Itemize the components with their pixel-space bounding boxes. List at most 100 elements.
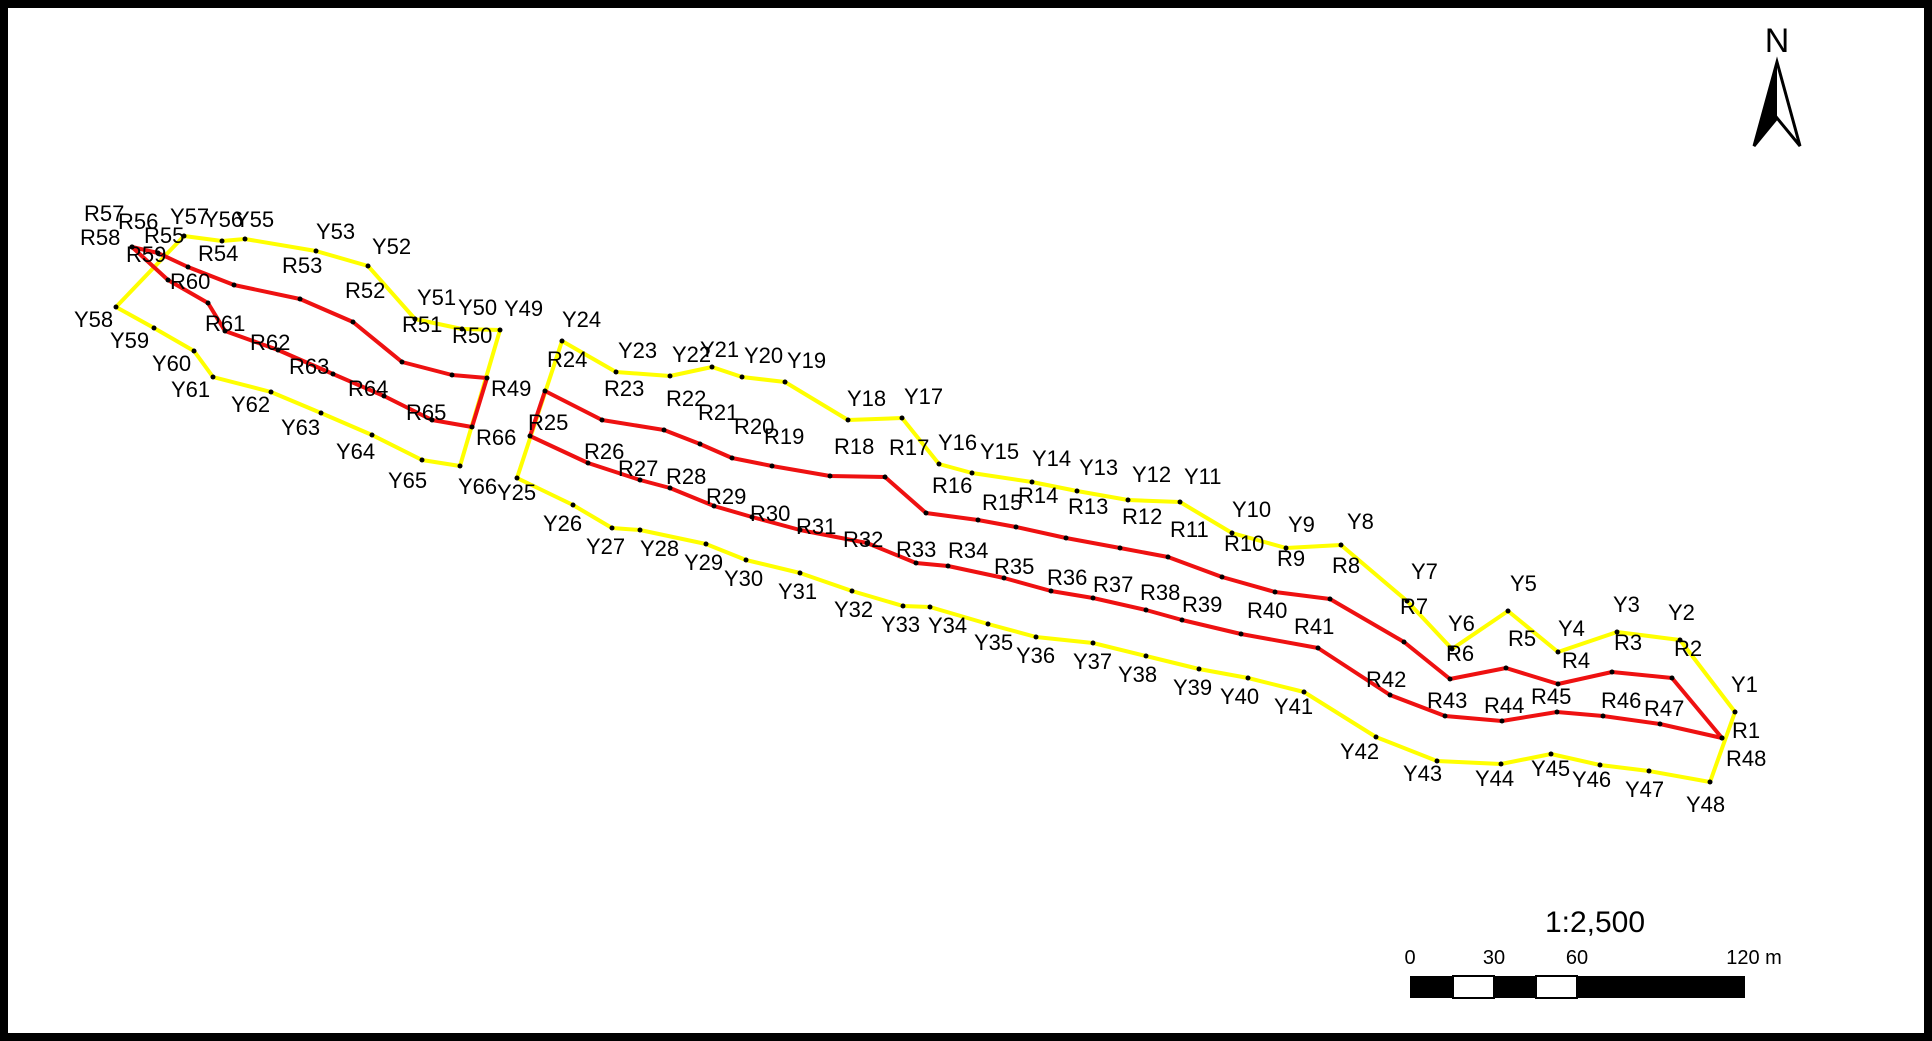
yellow-point-y6 xyxy=(1449,646,1455,652)
yellow-label-y48: Y48 xyxy=(1686,792,1725,817)
red-point-r60 xyxy=(205,300,211,306)
red-point-r14 xyxy=(1013,524,1019,530)
yellow-label-y51: Y51 xyxy=(417,285,456,310)
red-point-r36 xyxy=(1048,588,1054,594)
red-point-r64 xyxy=(381,393,387,399)
yellow-point-y59 xyxy=(151,325,157,331)
red-point-r19 xyxy=(769,463,775,469)
red-point-r9 xyxy=(1272,589,1278,595)
red-point-r47 xyxy=(1657,721,1663,727)
yellow-point-y16 xyxy=(936,461,942,467)
red-label-r45: R45 xyxy=(1531,684,1571,709)
yellow-point-y64 xyxy=(369,432,375,438)
yellow-point-y26 xyxy=(570,502,576,508)
red-point-r11 xyxy=(1165,554,1171,560)
yellow-point-y49 xyxy=(497,327,503,333)
yellow-label-y16: Y16 xyxy=(938,430,977,455)
yellow-point-y51 xyxy=(412,316,418,322)
red-label-r31: R31 xyxy=(796,514,836,539)
yellow-point-y22 xyxy=(667,373,673,379)
yellow-label-y38: Y38 xyxy=(1118,662,1157,687)
yellow-label-y33: Y33 xyxy=(881,612,920,637)
yellow-label-y9: Y9 xyxy=(1288,512,1315,537)
yellow-point-y10 xyxy=(1229,530,1235,536)
yellow-point-y34 xyxy=(927,604,933,610)
yellow-point-y18 xyxy=(845,417,851,423)
scale-tick-0: 0 xyxy=(1404,947,1415,969)
red-point-r32 xyxy=(864,540,870,546)
red-point-r22 xyxy=(661,427,667,433)
red-point-r50 xyxy=(449,372,455,378)
yellow-point-y48 xyxy=(1707,779,1713,785)
red-label-r49: R49 xyxy=(491,376,531,401)
yellow-label-y21: Y21 xyxy=(700,337,739,362)
red-label-r65: R65 xyxy=(406,400,446,425)
red-point-r3 xyxy=(1609,669,1615,675)
red-label-r58: R58 xyxy=(80,225,120,250)
yellow-label-y37: Y37 xyxy=(1073,649,1112,674)
scale-tick-120: 120 m xyxy=(1726,947,1782,969)
yellow-label-y28: Y28 xyxy=(640,536,679,561)
red-point-r62 xyxy=(275,347,281,353)
red-point-r42 xyxy=(1387,692,1393,698)
red-label-r62: R62 xyxy=(250,330,290,355)
scale-seg-5 xyxy=(1577,976,1745,998)
red-point-r4 xyxy=(1555,681,1561,687)
red-point-r23 xyxy=(599,417,605,423)
yellow-point-y8 xyxy=(1338,542,1344,548)
yellow-label-y42: Y42 xyxy=(1340,739,1379,764)
yellow-label-y60: Y60 xyxy=(152,351,191,376)
scale-seg-4 xyxy=(1535,975,1578,999)
yellow-label-y22: Y22 xyxy=(672,342,711,367)
red-point-r63 xyxy=(330,371,336,377)
yellow-label-y10: Y10 xyxy=(1232,497,1271,522)
yellow-label-y13: Y13 xyxy=(1079,455,1118,480)
red-label-r59: R59 xyxy=(126,242,166,267)
red-point-r29 xyxy=(711,503,717,509)
red-point-r13 xyxy=(1063,535,1069,541)
yellow-label-y31: Y31 xyxy=(778,579,817,604)
red-label-r20: R20 xyxy=(734,414,774,439)
scale-seg-3 xyxy=(1494,976,1536,998)
scale-tick-30: 30 xyxy=(1483,947,1505,969)
yellow-point-y11 xyxy=(1177,499,1183,505)
red-label-r41: R41 xyxy=(1294,614,1334,639)
yellow-label-y56: Y56 xyxy=(204,207,243,232)
yellow-label-y25: Y25 xyxy=(497,480,536,505)
red-label-r48: R48 xyxy=(1726,746,1766,771)
red-label-r33: R33 xyxy=(896,537,936,562)
red-label-r2: R2 xyxy=(1674,636,1702,661)
yellow-point-y56 xyxy=(219,238,225,244)
red-point-r46 xyxy=(1600,713,1606,719)
yellow-point-y60 xyxy=(191,348,197,354)
yellow-point-y42 xyxy=(1373,734,1379,740)
red-point-r53 xyxy=(297,296,303,302)
red-point-r43 xyxy=(1442,713,1448,719)
red-label-r11: R11 xyxy=(1170,517,1209,542)
yellow-label-y34: Y34 xyxy=(928,613,967,638)
red-point-r30 xyxy=(749,514,755,520)
red-point-r34 xyxy=(945,563,951,569)
red-label-r61: R61 xyxy=(205,311,245,336)
yellow-point-y52 xyxy=(365,263,371,269)
red-label-r19: R19 xyxy=(764,424,804,449)
yellow-point-y12 xyxy=(1125,497,1131,503)
yellow-point-y1 xyxy=(1732,709,1738,715)
red-point-r27 xyxy=(637,477,643,483)
yellow-label-y30: Y30 xyxy=(724,566,763,591)
yellow-label-y18: Y18 xyxy=(847,386,886,411)
yellow-point-y65 xyxy=(419,457,425,463)
yellow-point-y31 xyxy=(797,570,803,576)
red-label-r26: R26 xyxy=(584,439,624,464)
yellow-label-y66: Y66 xyxy=(458,474,497,499)
yellow-point-y53 xyxy=(313,248,319,254)
north-arrow: N xyxy=(1752,22,1802,147)
yellow-label-y41: Y41 xyxy=(1274,694,1313,719)
red-label-r43: R43 xyxy=(1427,688,1467,713)
scale-ratio: 1:2,500 xyxy=(1545,906,1645,939)
red-point-r37 xyxy=(1090,595,1096,601)
yellow-point-y58 xyxy=(113,304,119,310)
red-label-r30: R30 xyxy=(750,501,790,526)
yellow-label-y57: Y57 xyxy=(170,204,209,229)
